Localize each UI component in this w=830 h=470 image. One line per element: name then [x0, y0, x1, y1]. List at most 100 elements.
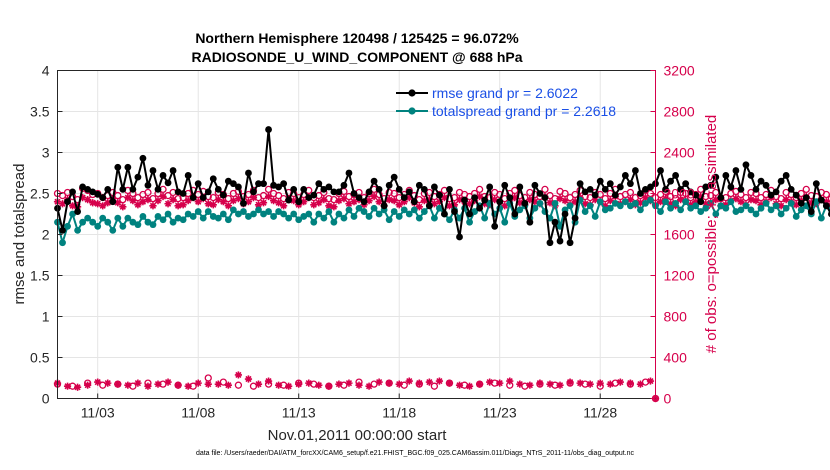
obs_assimilated-point-19	[149, 202, 157, 210]
obs_assimilated-point-85	[481, 200, 489, 208]
obs_assimilated-point-129	[702, 200, 710, 208]
obs_assimilated-point-9	[99, 202, 107, 210]
obs_assimilated-point-145	[782, 196, 790, 204]
rmse-point-100	[556, 237, 564, 245]
obs_assimilated-point-75	[430, 200, 438, 208]
rmse-point-71	[410, 198, 418, 206]
obs_low_assimilated-point-24	[295, 380, 303, 388]
totalspread-point-118	[647, 196, 654, 204]
rmse-point-4	[74, 208, 82, 215]
rmse-point-102	[566, 239, 574, 247]
rmse-point-101	[561, 210, 569, 218]
obs_assimilated-point-73	[420, 197, 428, 205]
totalspread-point-62	[365, 213, 373, 220]
rmse-point-88	[496, 198, 504, 206]
obs_assimilated-point-87	[491, 196, 499, 204]
obs_low_assimilated-point-26	[315, 381, 323, 389]
totalspread-point-133	[722, 204, 730, 212]
obs_low_assimilated-point-50	[556, 381, 564, 389]
obs_low_assimilated-point-40	[455, 381, 464, 389]
rmse-point-126	[687, 188, 695, 196]
totalspread-point-1	[59, 239, 66, 247]
obs_low_assimilated-point-29	[345, 379, 353, 387]
rmse-point-51	[310, 191, 318, 199]
rmse-point-25	[179, 190, 187, 197]
totalspread-point-47	[290, 210, 298, 218]
obs_assimilated-point-68	[395, 201, 403, 209]
y-tick-label-4: 2	[42, 227, 50, 243]
obs_assimilated-point-35	[229, 197, 237, 205]
totalspread-point-107	[591, 213, 599, 220]
obs_assimilated-point-47	[290, 197, 298, 205]
y2-tick-label-1: 400	[664, 350, 688, 366]
rmse-point-146	[787, 186, 795, 193]
obs_low_assimilated-point-22	[275, 381, 283, 389]
obs_assimilated-point-79	[450, 201, 459, 209]
obs_assimilated-point-63	[370, 192, 378, 201]
totalspread-point-15	[129, 218, 137, 226]
totalspread-point-13	[119, 222, 127, 230]
rmse-point-118	[647, 183, 654, 191]
obs_low_assimilated-point-15	[204, 380, 212, 388]
obs_assimilated-point-7	[89, 199, 97, 207]
rmse-point-22	[164, 179, 172, 187]
totalspread-point-138	[747, 206, 755, 214]
rmse-point-110	[606, 180, 614, 188]
rmse-point-55	[330, 188, 338, 196]
obs_assimilated-point-98	[546, 199, 554, 207]
rmse-point-33	[219, 191, 227, 199]
obs_assimilated-point-53	[320, 196, 328, 204]
totalspread-point-99	[551, 199, 559, 207]
totalspread-point-129	[702, 204, 710, 212]
rmse-point-26	[184, 172, 192, 179]
chart-title-line-1: Northern Hemisphere 120498 / 125425 = 96…	[195, 30, 519, 46]
rmse-line	[56, 128, 830, 244]
rmse-point-138	[747, 172, 755, 179]
rmse-point-135	[732, 167, 740, 174]
totalspread-point-51	[310, 218, 318, 226]
obs_assimilated-point-136	[737, 198, 745, 206]
obs_low_assimilated-point-53	[586, 380, 594, 388]
obs_assimilated-point-51	[310, 201, 318, 209]
obs_low_assimilated-point-41	[465, 382, 474, 390]
obs_assimilated-point-100	[556, 195, 564, 203]
obs_assimilated-point-76	[435, 198, 444, 206]
rmse-point-86	[486, 183, 494, 191]
rmse-point-37	[240, 199, 247, 207]
totalspread-point-17	[139, 213, 147, 220]
totalspread-point-63	[370, 204, 378, 212]
totalspread-point-10	[104, 218, 112, 226]
totalspread-point-60	[355, 204, 363, 212]
obs_low_assimilated-point-18	[234, 371, 243, 379]
obs_assimilated-point-138	[747, 196, 755, 204]
totalspread-point-19	[149, 221, 157, 229]
obs_assimilated-point-40	[254, 201, 263, 209]
obs_low_assimilated-point-10	[154, 380, 162, 388]
rmse-point-58	[345, 169, 353, 177]
rmse-point-115	[631, 167, 639, 174]
totalspread-point-48	[295, 216, 303, 224]
obs_assimilated-point-101	[561, 197, 569, 205]
rmse-point-3	[69, 188, 76, 196]
y2-tick-label-4: 1600	[664, 227, 695, 243]
obs_possible-point-16	[134, 193, 142, 202]
totalspread-point-14	[124, 214, 132, 222]
rmse-point-69	[400, 194, 408, 202]
rmse-point-153	[822, 202, 830, 210]
chart-title-line-2: RADIOSONDE_U_WIND_COMPONENT @ 688 hPa	[191, 49, 522, 65]
obs_low_assimilated-point-52	[576, 379, 584, 387]
totalspread-point-16	[134, 221, 142, 229]
rmse-point-32	[214, 186, 222, 193]
totalspread-point-28	[194, 208, 202, 215]
totalspread-point-112	[616, 202, 624, 210]
obs_assimilated-point-103	[571, 198, 579, 206]
rmse-point-149	[802, 194, 810, 202]
totalspread-point-40	[255, 206, 262, 214]
rmse-point-144	[777, 177, 785, 185]
rmse-point-117	[642, 186, 649, 193]
rmse-point-31	[209, 175, 217, 183]
obs_low_assimilated-point-51	[566, 378, 574, 386]
obs_assimilated-point-128	[697, 192, 705, 201]
rmse-point-35	[229, 180, 237, 188]
totalspread-point-148	[797, 206, 805, 214]
